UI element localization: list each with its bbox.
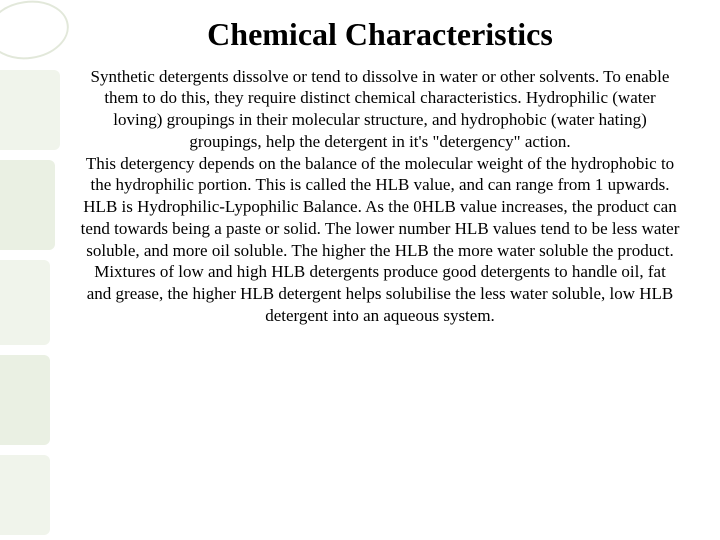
slide-title: Chemical Characteristics bbox=[80, 18, 680, 52]
slide-body: Synthetic detergents dissolve or tend to… bbox=[80, 66, 680, 327]
body-paragraph: Synthetic detergents dissolve or tend to… bbox=[80, 66, 680, 153]
body-paragraph: Mixtures of low and high HLB detergents … bbox=[80, 261, 680, 326]
slide-content: Chemical Characteristics Synthetic deter… bbox=[0, 0, 720, 327]
body-paragraph: This detergency depends on the balance o… bbox=[80, 153, 680, 262]
